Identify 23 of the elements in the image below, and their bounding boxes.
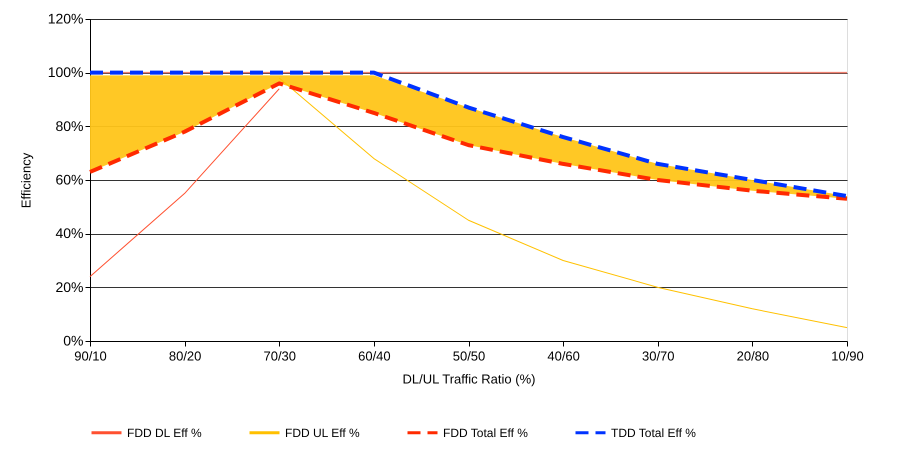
y-tick-label: 100% <box>48 64 84 80</box>
line-series <box>278 78 848 328</box>
x-tick-label: 40/60 <box>547 348 580 364</box>
x-tick-label: 80/20 <box>168 348 202 364</box>
y-tick-label: 80% <box>55 118 84 134</box>
y-tick-label: 60% <box>55 172 84 188</box>
y-tick-label: 120% <box>48 10 84 26</box>
x-tick-label: 30/70 <box>642 348 675 364</box>
legend-label: FDD Total Eff % <box>443 426 528 440</box>
x-tick-label: 70/30 <box>263 348 296 364</box>
x-tick-label: 60/40 <box>358 348 391 364</box>
y-tick-label: 20% <box>55 278 84 295</box>
x-tick-label: 50/50 <box>452 348 486 364</box>
y-tick-label: 40% <box>55 225 84 242</box>
x-tick-label: 90/10 <box>74 348 107 364</box>
x-tick-label: 10/90 <box>831 348 864 364</box>
y-tick-label: 0% <box>63 332 84 348</box>
legend-label: TDD Total Eff % <box>611 426 696 440</box>
legend-label: FDD UL Eff % <box>285 426 360 440</box>
x-axis-title: DL/UL Traffic Ratio (%) <box>402 372 536 386</box>
y-axis-title: Efficiency <box>18 152 34 208</box>
legend-label: FDD DL Eff % <box>127 426 202 440</box>
x-tick-label: 20/80 <box>736 348 770 364</box>
